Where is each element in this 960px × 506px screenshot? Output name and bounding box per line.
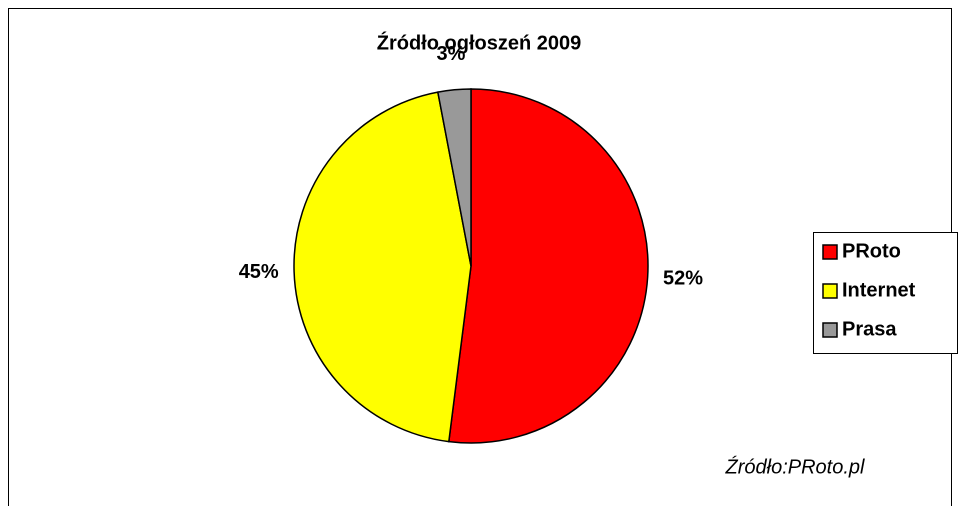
- pie-slice: [447, 88, 649, 444]
- data-label: 52%: [663, 268, 703, 290]
- chart-title: Źródło ogłoszeń 2009: [377, 31, 581, 54]
- legend-swatch: [822, 283, 838, 299]
- legend-label: PRoto: [842, 240, 901, 262]
- pie-slice: [436, 88, 472, 267]
- data-label: 3%: [437, 43, 466, 65]
- annotation: Źródło:PRoto.pl: [725, 455, 866, 478]
- legend-swatch: [822, 322, 838, 338]
- data-label: 45%: [239, 261, 279, 283]
- legend-label: Prasa: [842, 318, 897, 340]
- legend-label: Internet: [842, 279, 916, 301]
- legend-swatch: [822, 244, 838, 260]
- pie-slice: [293, 91, 472, 443]
